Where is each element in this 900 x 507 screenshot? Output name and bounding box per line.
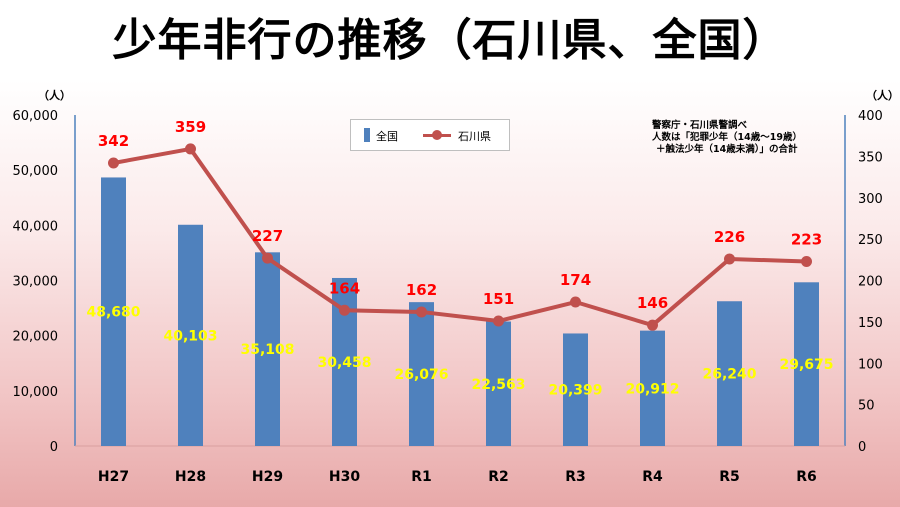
line-value-label: 227 bbox=[252, 227, 283, 245]
right-axis-tick-label: 100 bbox=[858, 357, 883, 372]
bar-R1 bbox=[409, 302, 434, 446]
x-axis-category-label: R1 bbox=[411, 469, 432, 485]
source-note: 警察庁・石川県警調べ 人数は「犯罪少年（14歳～19歳） ＋触法少年（14歳未満… bbox=[652, 120, 852, 156]
left-axis-tick-label: 30,000 bbox=[13, 275, 59, 290]
source-note-line-1: 警察庁・石川県警調べ bbox=[652, 120, 748, 131]
x-axis-category-label: H30 bbox=[329, 469, 360, 485]
line-point-R5 bbox=[724, 253, 735, 265]
x-axis-category-label: R2 bbox=[488, 469, 509, 485]
source-note-line-3: ＋触法少年（14歳未満）」の合計 bbox=[656, 144, 798, 155]
line-point-R1 bbox=[416, 306, 427, 318]
page-title: 少年非行の推移（石川県、全国） bbox=[112, 15, 788, 66]
legend-line-label: 石川県 bbox=[458, 130, 491, 143]
line-value-label: 359 bbox=[175, 118, 206, 136]
line-point-H28 bbox=[185, 143, 196, 155]
line-point-R3 bbox=[570, 296, 581, 308]
line-point-H27 bbox=[108, 157, 119, 169]
bar-value-label: 30,458 bbox=[317, 355, 371, 371]
bar-value-label: 22,563 bbox=[471, 377, 525, 393]
bar-series-national bbox=[101, 177, 819, 446]
line-point-H30 bbox=[339, 304, 350, 316]
x-axis-category-label: R5 bbox=[719, 469, 740, 485]
line-value-label: 174 bbox=[560, 271, 591, 289]
bar-value-label: 26,076 bbox=[394, 367, 448, 383]
line-point-R2 bbox=[493, 315, 504, 327]
bar-H27 bbox=[101, 177, 126, 446]
line-value-label: 223 bbox=[791, 230, 822, 248]
bar-R5 bbox=[717, 301, 742, 446]
bar-R2 bbox=[486, 321, 511, 446]
legend-line-marker bbox=[432, 130, 442, 140]
bar-data-labels: 48,680 40,103 35,108 30,458 26,076 22,563 20,3… bbox=[86, 305, 833, 399]
bar-value-label: 48,680 bbox=[86, 305, 140, 321]
bar-R3 bbox=[563, 333, 588, 446]
x-axis-category-label: H29 bbox=[252, 469, 283, 485]
left-axis-tick-label: 50,000 bbox=[13, 164, 59, 179]
bar-value-label: 20,912 bbox=[625, 381, 679, 397]
right-axis-tick-label: 0 bbox=[858, 440, 866, 455]
line-series-ishikawa bbox=[108, 143, 812, 331]
left-axis-unit: （人） bbox=[38, 88, 71, 102]
source-note-line-2: 人数は「犯罪少年（14歳～19歳） bbox=[652, 132, 802, 143]
line-value-label: 164 bbox=[329, 279, 360, 297]
bar-value-label: 26,240 bbox=[702, 367, 756, 383]
right-axis-tick-label: 200 bbox=[858, 275, 883, 290]
x-axis-category-label: R6 bbox=[796, 469, 817, 485]
left-axis-tick-label: 40,000 bbox=[13, 219, 59, 234]
line-value-label: 162 bbox=[406, 281, 437, 299]
right-axis-tick-label: 350 bbox=[858, 150, 883, 165]
right-axis-ticks: 400 350 300 250 200 150 100 50 0 bbox=[858, 109, 883, 455]
line-point-H29 bbox=[262, 252, 273, 264]
legend-bar-swatch bbox=[364, 128, 370, 142]
bar-value-label: 40,103 bbox=[163, 328, 217, 344]
legend-bar-label: 全国 bbox=[376, 130, 398, 143]
line-value-label: 342 bbox=[98, 132, 129, 150]
chart-background bbox=[0, 80, 900, 507]
left-axis-tick-label: 10,000 bbox=[13, 385, 59, 400]
right-axis-tick-label: 150 bbox=[858, 316, 883, 331]
bar-H29 bbox=[255, 252, 280, 446]
x-axis-category-label: R4 bbox=[642, 469, 663, 485]
bar-value-label: 20,399 bbox=[548, 383, 602, 399]
line-point-R4 bbox=[647, 319, 658, 331]
line-point-R6 bbox=[801, 255, 812, 267]
line-value-label: 146 bbox=[637, 294, 668, 312]
right-axis-unit: （人） bbox=[866, 88, 899, 102]
bar-value-label: 35,108 bbox=[240, 342, 294, 358]
bar-value-label: 29,675 bbox=[779, 357, 833, 373]
left-axis-tick-label: 60,000 bbox=[13, 109, 59, 124]
bar-R4 bbox=[640, 330, 665, 446]
line-value-label: 226 bbox=[714, 228, 745, 246]
left-axis-ticks: 60,000 50,000 40,000 30,000 20,000 10,000 0 bbox=[13, 109, 59, 455]
line-data-labels: 342 359 227 164 162 151 174 146 226 223 bbox=[98, 118, 822, 312]
right-axis-tick-label: 50 bbox=[858, 399, 875, 414]
bar-H28 bbox=[178, 224, 203, 446]
right-axis-tick-label: 400 bbox=[858, 109, 883, 124]
x-axis-category-label: H28 bbox=[175, 469, 206, 485]
bar-R6 bbox=[794, 282, 819, 446]
x-axis-category-labels: H27 H28 H29 H30 R1 R2 R3 R4 R5 R6 bbox=[98, 469, 817, 485]
left-axis-tick-label: 20,000 bbox=[13, 330, 59, 345]
right-axis-tick-label: 250 bbox=[858, 233, 883, 248]
line-path-ishikawa bbox=[113, 146, 807, 328]
chart-legend: 全国 石川県 bbox=[350, 119, 510, 151]
left-axis-tick-label: 0 bbox=[50, 440, 58, 455]
x-axis-category-label: R3 bbox=[565, 469, 586, 485]
x-axis-category-label: H27 bbox=[98, 469, 129, 485]
right-axis-tick-label: 300 bbox=[858, 192, 883, 207]
line-value-label: 151 bbox=[483, 290, 514, 308]
